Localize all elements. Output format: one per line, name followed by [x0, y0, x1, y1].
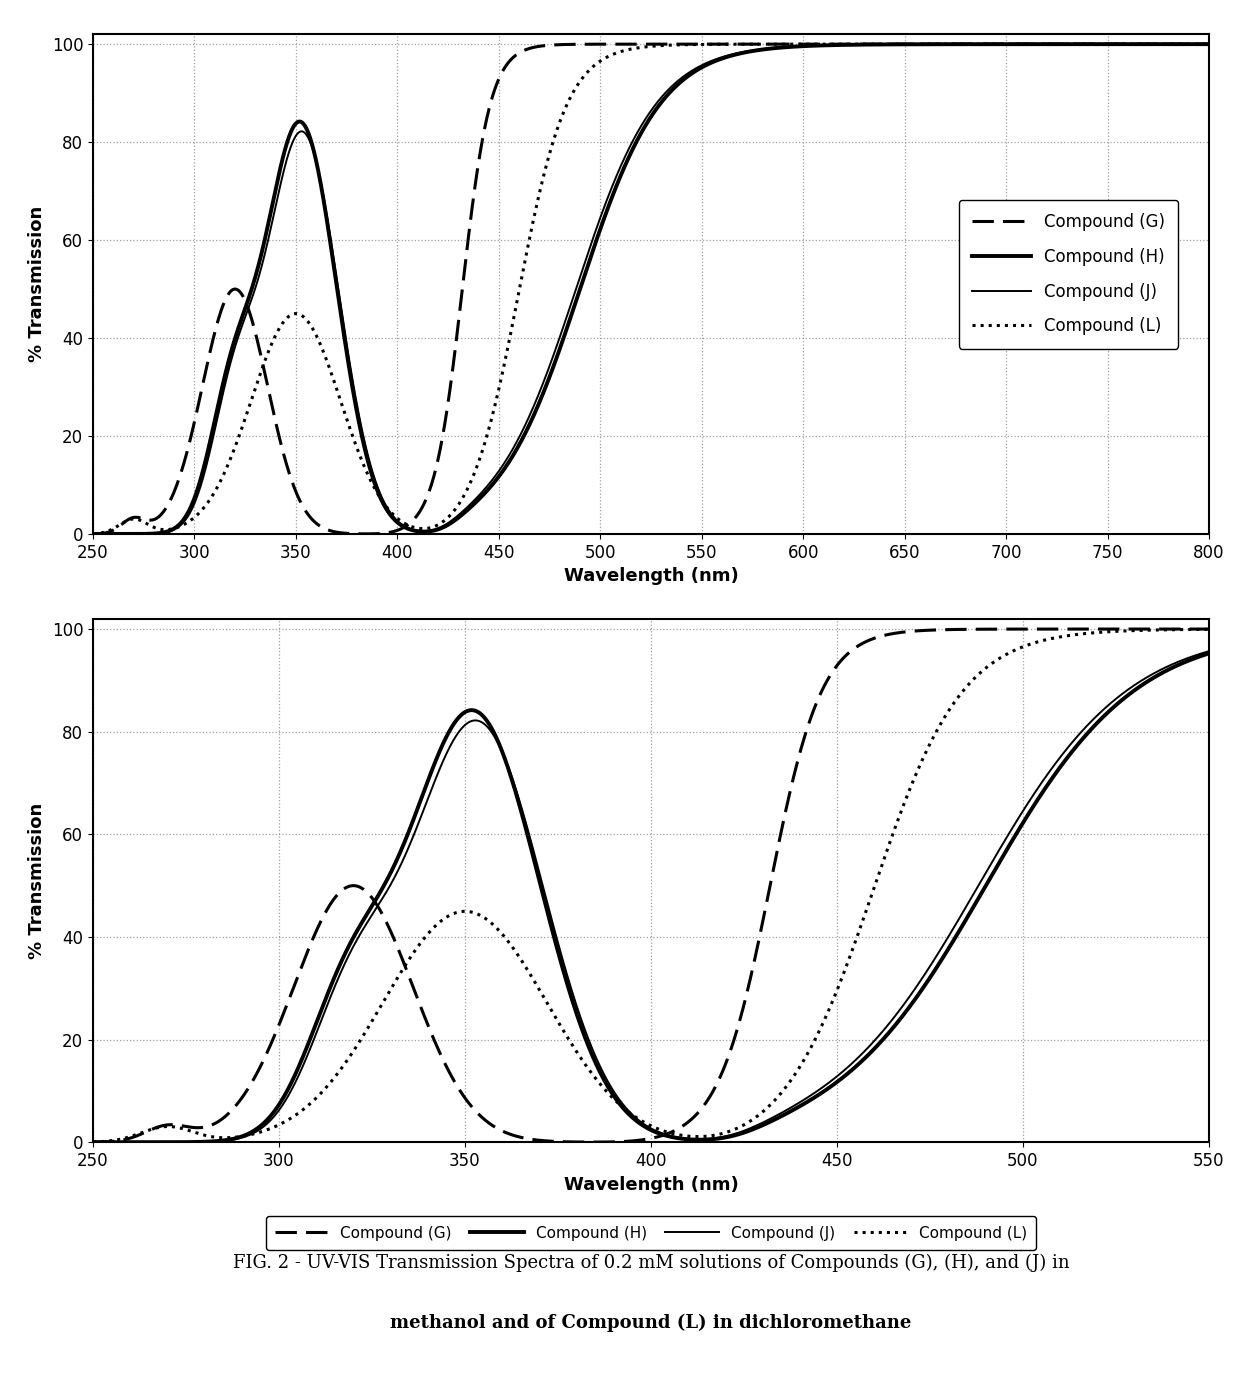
Compound (H)	[559, 973, 574, 989]
Text: methanol and of Compound (L) in dichloromethane: methanol and of Compound (L) in dichloro…	[391, 1314, 911, 1331]
Compound (L)	[582, 1062, 596, 1079]
Compound (L)	[603, 1087, 618, 1103]
Legend: Compound (G), Compound (H), Compound (J), Compound (L): Compound (G), Compound (H), Compound (J)…	[959, 199, 1178, 349]
Compound (H)	[279, 136, 294, 153]
Line: Compound (G): Compound (G)	[93, 629, 1209, 1142]
Compound (G)	[582, 1134, 596, 1150]
Compound (J)	[1059, 36, 1074, 52]
Compound (L)	[1202, 36, 1216, 52]
Compound (L)	[562, 91, 577, 107]
Compound (J)	[562, 301, 577, 317]
Compound (J)	[559, 965, 574, 981]
Compound (G)	[217, 1109, 232, 1125]
Compound (H)	[213, 387, 228, 404]
Compound (J)	[86, 1134, 100, 1150]
Compound (G)	[1202, 621, 1216, 638]
Compound (G)	[562, 36, 577, 52]
Compound (J)	[603, 1076, 618, 1092]
Compound (G)	[86, 526, 100, 543]
Compound (L)	[720, 1124, 735, 1140]
Compound (H)	[720, 1128, 735, 1145]
Compound (H)	[513, 433, 528, 449]
Compound (H)	[562, 313, 577, 330]
Line: Compound (H): Compound (H)	[93, 44, 1209, 534]
Compound (J)	[720, 1128, 735, 1145]
Compound (J)	[582, 1033, 596, 1050]
Line: Compound (H): Compound (H)	[93, 654, 1209, 1142]
Compound (J)	[172, 1134, 187, 1150]
X-axis label: Wavelength (nm): Wavelength (nm)	[564, 1176, 738, 1194]
Compound (L)	[1202, 621, 1216, 638]
Compound (H)	[217, 1132, 232, 1149]
Compound (H)	[582, 1040, 596, 1057]
Compound (H)	[1202, 646, 1216, 662]
Compound (G)	[172, 1117, 187, 1134]
Compound (L)	[86, 525, 100, 541]
Compound (L)	[513, 273, 528, 290]
Compound (J)	[213, 397, 228, 414]
Compound (J)	[86, 526, 100, 543]
Compound (J)	[1202, 643, 1216, 660]
Compound (G)	[213, 305, 228, 322]
Compound (G)	[1180, 36, 1195, 52]
Line: Compound (L): Compound (L)	[93, 44, 1209, 533]
Compound (L)	[559, 1028, 574, 1044]
Line: Compound (G): Compound (G)	[93, 44, 1209, 534]
Compound (G)	[720, 1050, 735, 1066]
Compound (J)	[1202, 36, 1216, 52]
Line: Compound (L): Compound (L)	[93, 629, 1209, 1142]
Compound (H)	[172, 1134, 187, 1150]
Compound (G)	[977, 36, 992, 52]
Compound (J)	[1179, 36, 1194, 52]
Compound (L)	[279, 311, 294, 327]
Compound (G)	[603, 1134, 618, 1150]
Compound (G)	[1202, 36, 1216, 52]
Compound (H)	[86, 1134, 100, 1150]
Line: Compound (J): Compound (J)	[93, 651, 1209, 1142]
Legend: Compound (G), Compound (H), Compound (J), Compound (L): Compound (G), Compound (H), Compound (J)…	[265, 1216, 1037, 1250]
Text: FIG. 2 - UV-VIS Transmission Spectra of 0.2 mM solutions of Compounds (G), (H), : FIG. 2 - UV-VIS Transmission Spectra of …	[233, 1253, 1069, 1272]
Y-axis label: % Transmission: % Transmission	[29, 206, 46, 363]
Compound (J)	[279, 153, 294, 169]
Compound (H)	[1059, 36, 1074, 52]
Compound (L)	[217, 1129, 232, 1146]
Compound (J)	[217, 1132, 232, 1149]
Compound (L)	[1179, 36, 1194, 52]
Compound (G)	[279, 456, 294, 473]
X-axis label: Wavelength (nm): Wavelength (nm)	[564, 567, 738, 585]
Compound (J)	[513, 426, 528, 442]
Compound (H)	[86, 526, 100, 543]
Y-axis label: % Transmission: % Transmission	[29, 802, 46, 959]
Compound (L)	[1059, 36, 1074, 52]
Compound (H)	[603, 1081, 618, 1098]
Compound (L)	[172, 1120, 187, 1136]
Compound (H)	[1202, 36, 1216, 52]
Compound (G)	[86, 1134, 100, 1150]
Compound (G)	[559, 1134, 574, 1150]
Compound (L)	[213, 473, 228, 489]
Compound (G)	[513, 44, 528, 60]
Compound (H)	[1179, 36, 1194, 52]
Compound (L)	[86, 1134, 100, 1150]
Line: Compound (J): Compound (J)	[93, 44, 1209, 534]
Compound (G)	[1060, 36, 1075, 52]
